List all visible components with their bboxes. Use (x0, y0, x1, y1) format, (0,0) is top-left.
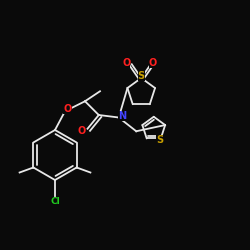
Text: O: O (64, 104, 72, 114)
Text: S: S (138, 71, 145, 81)
Text: S: S (156, 136, 163, 145)
Text: O: O (122, 58, 130, 68)
Text: Cl: Cl (50, 197, 60, 206)
Text: O: O (78, 126, 86, 136)
Text: O: O (149, 58, 157, 68)
Text: N: N (118, 111, 126, 121)
